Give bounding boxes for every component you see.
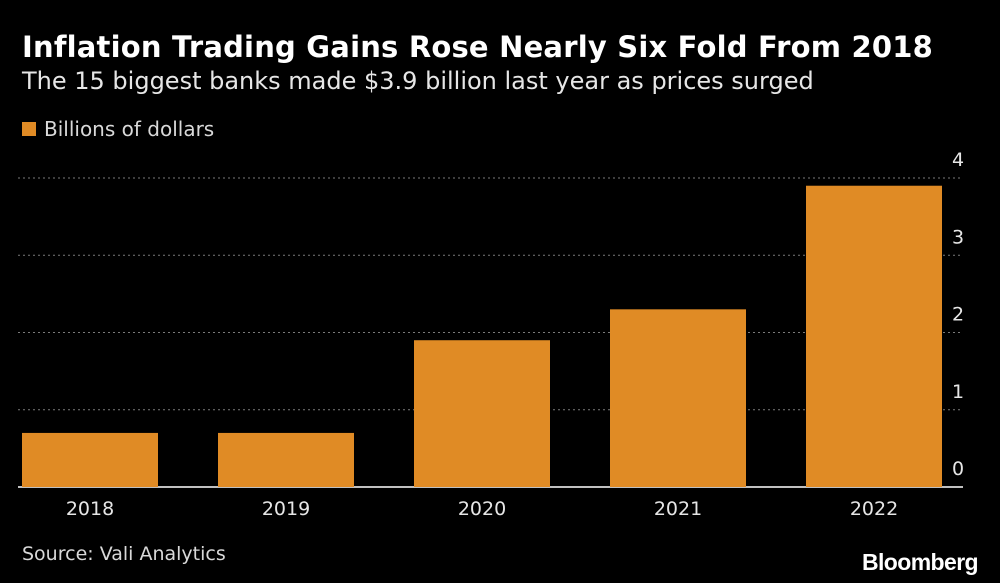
legend-label: Billions of dollars bbox=[44, 117, 215, 141]
bloomberg-logo: Bloomberg bbox=[862, 549, 979, 575]
bar-2018 bbox=[22, 432, 158, 487]
chart-title: Inflation Trading Gains Rose Nearly Six … bbox=[22, 30, 934, 64]
bar-layer bbox=[22, 185, 942, 487]
x-tick-label: 2021 bbox=[654, 498, 702, 520]
x-tick-label: 2019 bbox=[262, 498, 310, 520]
source-note: Source: Vali Analytics bbox=[22, 543, 226, 565]
x-tick-label: 2020 bbox=[458, 498, 506, 520]
y-tick-label: 2 bbox=[952, 304, 964, 326]
y-tick-label: 1 bbox=[952, 381, 964, 403]
bar-2021 bbox=[610, 309, 746, 487]
bar-2019 bbox=[218, 432, 354, 487]
bar-2020 bbox=[414, 340, 550, 487]
y-tick-label: 4 bbox=[952, 149, 964, 171]
bar-2022 bbox=[806, 185, 942, 487]
label-layer: 0 1 2 3 4 2018 2019 2020 2021 2022 bbox=[66, 149, 964, 520]
chart-subtitle: The 15 biggest banks made $3.9 billion l… bbox=[22, 67, 814, 95]
y-tick-label: 3 bbox=[952, 226, 964, 248]
legend: Billions of dollars bbox=[22, 117, 214, 141]
y-tick-label: 0 bbox=[952, 458, 964, 480]
x-tick-label: 2018 bbox=[66, 498, 114, 520]
x-tick-label: 2022 bbox=[850, 498, 898, 520]
legend-swatch bbox=[22, 122, 36, 136]
